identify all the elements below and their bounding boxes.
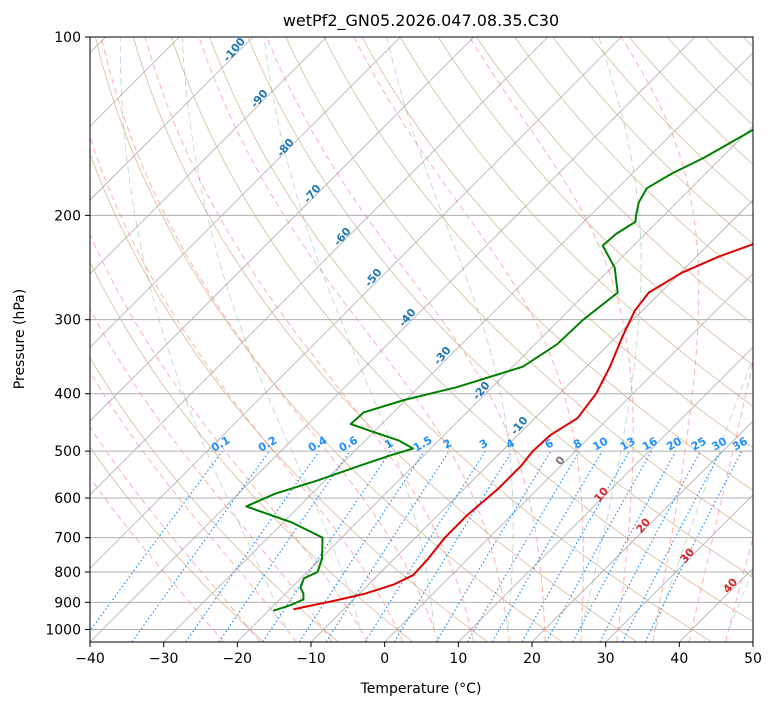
x-axis-label: Temperature (°C) bbox=[360, 681, 482, 697]
x-tick-label: −30 bbox=[149, 651, 179, 667]
isotherm-line bbox=[605, 494, 753, 642]
y-tick-label: 400 bbox=[54, 387, 81, 403]
dry-adiabat-line bbox=[399, 37, 753, 407]
dry-adiabat-line bbox=[171, 37, 712, 642]
x-tick-label: 50 bbox=[744, 651, 762, 667]
x-tick-label: 20 bbox=[523, 651, 541, 667]
dry-adiabat-line bbox=[628, 37, 753, 166]
moist-adiabat-line bbox=[100, 37, 439, 642]
y-tick-label: 800 bbox=[54, 565, 81, 581]
isotherm-line bbox=[90, 37, 548, 496]
dry-adiabat-line bbox=[132, 37, 638, 642]
chart-title: wetPf2_GN05.2026.047.08.35.C30 bbox=[283, 11, 559, 31]
isohume-line bbox=[644, 450, 743, 642]
x-axis: −40 −30 −20 −10 0 10 20 30 40 50 bbox=[75, 642, 762, 667]
isohume-line bbox=[262, 450, 392, 642]
isohume-line bbox=[521, 450, 631, 642]
y-tick-label: 700 bbox=[54, 531, 81, 547]
isotherm-line bbox=[90, 37, 622, 569]
isohume-line bbox=[218, 450, 351, 642]
x-tick-label: 10 bbox=[449, 651, 467, 667]
moist-adiabat-line bbox=[353, 37, 584, 642]
moist-adiabat-line bbox=[688, 358, 753, 642]
isotherm-line bbox=[90, 37, 401, 348]
y-tick-label: 1000 bbox=[45, 622, 81, 638]
isohume-line bbox=[393, 450, 513, 642]
dry-adiabat-line bbox=[90, 446, 264, 642]
isotherm-line bbox=[384, 273, 753, 642]
dewpoint-line bbox=[245, 128, 753, 612]
moist-adiabat-line bbox=[620, 37, 700, 642]
x-tick-label: 30 bbox=[597, 651, 615, 667]
isotherm-line bbox=[90, 37, 327, 275]
y-axis: 100 200 300 400 500 600 700 800 900 1000 bbox=[45, 30, 90, 638]
isohume-line bbox=[131, 450, 270, 642]
dry-adiabat-line bbox=[94, 37, 563, 642]
moist-adiabat-line bbox=[725, 536, 753, 642]
dry-adiabat-line bbox=[247, 37, 753, 578]
dry-adiabat-line bbox=[590, 37, 753, 205]
isotherm-line bbox=[90, 37, 696, 642]
dry-adiabat-line bbox=[90, 261, 414, 642]
y-tick-label: 600 bbox=[54, 491, 81, 507]
isohume-line bbox=[572, 450, 677, 642]
isotherm-line bbox=[163, 52, 753, 642]
aux-curve-line bbox=[655, 356, 753, 629]
isotherm-line bbox=[458, 346, 753, 642]
y-tick-label: 900 bbox=[54, 595, 81, 611]
dry-adiabat-line bbox=[361, 37, 753, 449]
dry-adiabat-line bbox=[323, 37, 753, 491]
pressure-grid bbox=[90, 37, 753, 630]
isotherm-line bbox=[752, 641, 753, 642]
y-tick-label: 500 bbox=[54, 444, 81, 460]
x-tick-label: −40 bbox=[75, 651, 105, 667]
aux-curve-line bbox=[119, 37, 287, 629]
isohume-line bbox=[545, 450, 653, 642]
y-tick-label: 300 bbox=[54, 313, 81, 329]
x-tick-label: −10 bbox=[296, 651, 326, 667]
temperature-line bbox=[293, 243, 753, 611]
isotherm-line bbox=[90, 37, 254, 201]
isohume-line bbox=[298, 450, 425, 642]
moist-adiabat-line bbox=[90, 426, 261, 642]
isotherm-line bbox=[90, 37, 475, 422]
dry-adiabat-line bbox=[209, 37, 753, 623]
dry-adiabat-line bbox=[476, 37, 753, 325]
isotherm-line bbox=[531, 420, 753, 642]
moist-adiabat-line bbox=[90, 370, 297, 642]
dry-adiabat-line bbox=[90, 356, 339, 642]
moist-adiabat-line bbox=[266, 37, 546, 642]
dry-adiabat-line bbox=[552, 37, 753, 245]
background-lines bbox=[90, 37, 753, 642]
plot-frame bbox=[89, 36, 754, 643]
isohume-line bbox=[90, 450, 223, 632]
series-group bbox=[245, 128, 753, 612]
moist-adiabat-line bbox=[90, 476, 225, 642]
dry-adiabat-line bbox=[514, 37, 753, 285]
x-tick-label: 40 bbox=[670, 651, 688, 667]
dry-adiabat-line bbox=[90, 152, 488, 642]
isohume-line bbox=[185, 450, 320, 642]
dry-adiabat-line bbox=[285, 37, 753, 534]
y-axis-label: Pressure (hPa) bbox=[12, 289, 28, 389]
aux-curve-line bbox=[728, 569, 753, 629]
x-tick-label: 0 bbox=[380, 651, 389, 667]
x-tick-label: −20 bbox=[223, 651, 253, 667]
moist-adiabat-line bbox=[198, 37, 510, 642]
isotherm-line bbox=[237, 125, 753, 642]
y-tick-label: 200 bbox=[54, 208, 81, 224]
moist-adiabat-line bbox=[144, 37, 475, 642]
isohume-line bbox=[325, 450, 450, 642]
aux-curve-line bbox=[263, 37, 435, 629]
moist-adiabat-line bbox=[90, 232, 369, 642]
dry-adiabat-line bbox=[438, 37, 753, 366]
plot-area bbox=[90, 37, 753, 642]
y-tick-label: 100 bbox=[54, 30, 81, 46]
moist-adiabat-line bbox=[90, 135, 404, 642]
